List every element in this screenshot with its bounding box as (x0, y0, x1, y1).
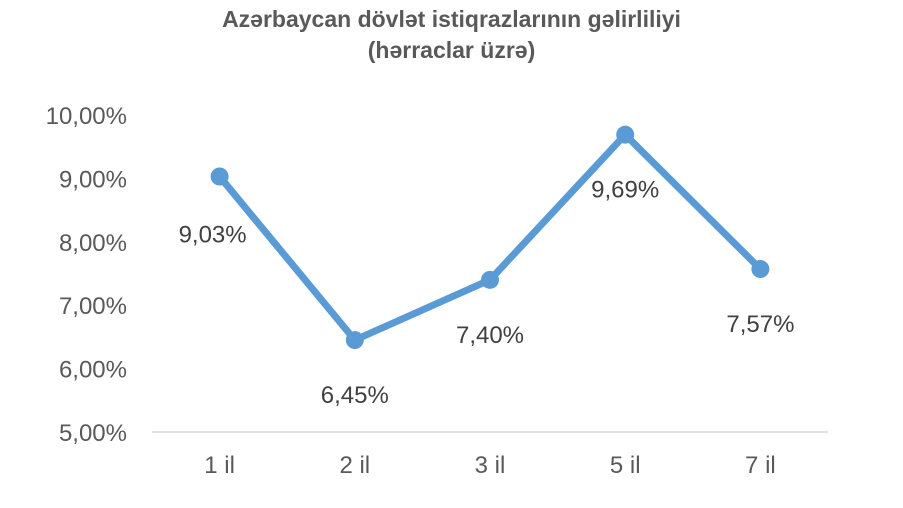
series-data-labels: 9,03% 6,45% 7,40% 9,69% 7,57% (179, 177, 795, 409)
y-tick-label: 9,00% (59, 166, 127, 193)
y-axis-tick-labels: 5,00% 6,00% 7,00% 8,00% 9,00% 10,00% (46, 103, 127, 447)
series-markers (210, 125, 770, 350)
data-label: 9,03% (179, 221, 247, 248)
data-label: 6,45% (321, 382, 389, 409)
y-tick-label: 5,00% (59, 420, 127, 447)
chart-subtitle: (hərraclar üzrə) (367, 37, 536, 63)
data-point (481, 270, 499, 289)
data-label: 7,57% (726, 311, 794, 338)
x-tick-label: 5 il (610, 452, 641, 479)
data-point (345, 331, 364, 350)
y-tick-label: 6,00% (59, 357, 127, 384)
x-tick-label: 2 il (339, 452, 370, 479)
data-point (751, 260, 770, 279)
x-tick-label: 7 il (745, 452, 776, 479)
data-label: 7,40% (456, 322, 524, 349)
data-point (616, 125, 635, 144)
x-tick-label: 1 il (204, 452, 235, 479)
x-axis-tick-labels: 1 il 2 il 3 il 5 il 7 il (204, 452, 775, 479)
y-tick-label: 10,00% (46, 103, 127, 130)
y-tick-label: 7,00% (59, 293, 127, 320)
x-tick-label: 3 il (475, 452, 506, 479)
series-line (216, 131, 764, 344)
chart-title: Azərbaycan dövlət istiqrazlarının gəlirl… (222, 6, 681, 32)
data-label: 9,69% (591, 177, 659, 204)
chart-title-block: Azərbaycan dövlət istiqrazlarının gəlirl… (0, 4, 903, 66)
y-tick-label: 8,00% (59, 230, 127, 257)
data-point (210, 167, 229, 186)
